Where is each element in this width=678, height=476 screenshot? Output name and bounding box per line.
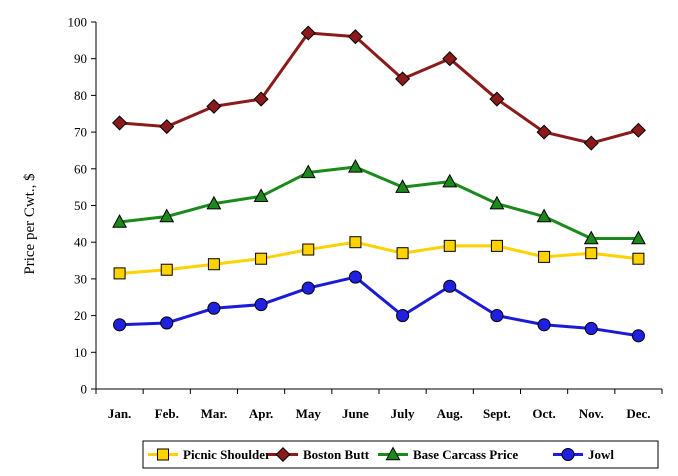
y-tick-label: 80 xyxy=(74,88,87,103)
legend-label: Base Carcass Price xyxy=(413,447,518,462)
series-line-base-carcass-price xyxy=(119,165,639,241)
series-line-boston-butt xyxy=(119,31,639,145)
series-boston-butt xyxy=(112,25,646,151)
data-point-boston-butt xyxy=(159,119,175,135)
legend-label: Boston Butt xyxy=(303,447,370,462)
legend-item-picnic-shoulder: Picnic Shoulder xyxy=(148,447,271,462)
y-tick-label: 20 xyxy=(74,308,87,323)
data-point-boston-butt xyxy=(442,51,458,67)
data-point-base-carcass-price xyxy=(630,230,646,245)
x-tick-label: May xyxy=(296,406,322,421)
data-point-picnic-shoulder xyxy=(113,267,126,280)
y-tick-label: 0 xyxy=(81,382,88,397)
data-point-base-carcass-price xyxy=(206,195,222,210)
data-point-picnic-shoulder xyxy=(349,236,362,249)
data-point-jowl xyxy=(254,298,268,312)
data-point-jowl xyxy=(490,309,504,323)
data-point-picnic-shoulder xyxy=(302,243,315,256)
legend-label: Jowl xyxy=(588,447,614,462)
data-point-jowl xyxy=(537,318,551,332)
data-point-jowl xyxy=(396,309,410,323)
y-tick-label: 10 xyxy=(74,345,87,360)
y-tick-label: 100 xyxy=(68,15,88,30)
data-point-boston-butt xyxy=(253,91,269,107)
x-tick-label: Sept. xyxy=(483,406,511,421)
data-point-picnic-shoulder xyxy=(538,250,551,263)
y-tick-label: 30 xyxy=(74,271,87,286)
data-point-boston-butt xyxy=(206,98,222,114)
series-base-carcass-price xyxy=(112,158,646,245)
legend-item-base-carcass-price: Base Carcass Price xyxy=(378,446,518,462)
data-point-boston-butt xyxy=(300,25,316,41)
legend-item-boston-butt: Boston Butt xyxy=(268,446,370,463)
x-tick-label: July xyxy=(391,406,415,421)
data-point-boston-butt xyxy=(536,124,552,140)
data-point-base-carcass-price xyxy=(253,188,269,203)
data-point-jowl xyxy=(443,279,457,293)
series-line-picnic-shoulder xyxy=(119,240,639,275)
y-axis-title: Price per Cwt., $ xyxy=(22,173,38,275)
data-point-base-carcass-price xyxy=(395,179,411,193)
data-point-base-carcass-price xyxy=(489,195,505,210)
data-point-base-carcass-price xyxy=(583,230,599,245)
legend-item-jowl: Jowl xyxy=(553,447,614,462)
data-point-picnic-shoulder xyxy=(490,239,503,252)
x-tick-label: Oct. xyxy=(532,406,555,421)
legend-marker-boston-butt xyxy=(275,446,291,463)
x-tick-label: June xyxy=(342,406,369,421)
data-point-picnic-shoulder xyxy=(632,252,645,265)
data-point-jowl xyxy=(584,321,598,335)
data-point-jowl xyxy=(631,329,645,343)
data-point-picnic-shoulder xyxy=(443,239,456,252)
data-point-jowl xyxy=(113,318,127,332)
legend-label: Picnic Shoulder xyxy=(183,447,271,462)
data-point-picnic-shoulder xyxy=(396,247,409,260)
y-tick-label: 90 xyxy=(74,51,87,66)
y-tick-label: 50 xyxy=(74,198,87,213)
series-line-jowl xyxy=(119,275,639,338)
legend-marker-jowl xyxy=(561,447,575,462)
data-point-base-carcass-price xyxy=(442,173,458,188)
data-point-picnic-shoulder xyxy=(160,263,173,276)
data-point-base-carcass-price xyxy=(347,158,363,173)
data-point-base-carcass-price xyxy=(112,214,128,228)
data-point-base-carcass-price xyxy=(159,208,175,223)
data-point-jowl xyxy=(160,316,174,330)
x-tick-label: Aug. xyxy=(437,406,463,421)
x-tick-label: Mar. xyxy=(201,406,228,421)
data-point-base-carcass-price xyxy=(536,208,552,223)
x-tick-label: Nov. xyxy=(579,406,604,421)
legend-marker-picnic-shoulder xyxy=(157,448,169,461)
legend-marker-base-carcass-price xyxy=(385,446,401,461)
data-point-boston-butt xyxy=(347,29,363,45)
data-point-boston-butt xyxy=(489,91,505,107)
data-point-picnic-shoulder xyxy=(585,247,598,260)
data-point-picnic-shoulder xyxy=(255,252,268,265)
y-tick-label: 40 xyxy=(74,235,87,250)
x-tick-label: Dec. xyxy=(626,406,650,421)
data-point-jowl xyxy=(301,281,315,295)
data-point-boston-butt xyxy=(630,122,646,138)
series-picnic-shoulder xyxy=(113,236,645,280)
y-tick-label: 60 xyxy=(74,161,87,176)
data-point-boston-butt xyxy=(395,71,411,87)
data-point-jowl xyxy=(348,270,362,284)
data-point-jowl xyxy=(207,301,221,315)
series-jowl xyxy=(113,270,645,343)
data-point-boston-butt xyxy=(112,115,128,131)
x-tick-label: Jan. xyxy=(108,406,131,421)
data-point-base-carcass-price xyxy=(300,164,316,179)
x-tick-label: Feb. xyxy=(155,406,179,421)
data-point-picnic-shoulder xyxy=(207,258,220,271)
data-point-boston-butt xyxy=(583,135,599,151)
y-tick-label: 70 xyxy=(74,125,87,140)
x-tick-label: Apr. xyxy=(249,406,273,421)
legend: Picnic Shoulder Boston Butt Base Carcass P… xyxy=(142,440,659,469)
